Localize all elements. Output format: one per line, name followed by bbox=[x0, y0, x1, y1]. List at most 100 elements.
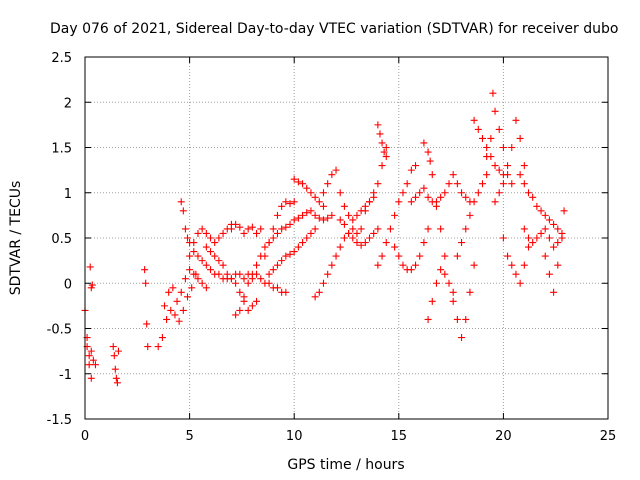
data-point bbox=[445, 180, 453, 188]
data-point bbox=[319, 202, 327, 210]
data-point bbox=[319, 189, 327, 197]
data-point bbox=[286, 200, 294, 208]
data-point bbox=[437, 193, 445, 201]
data-point bbox=[462, 225, 470, 233]
data-point bbox=[489, 89, 497, 97]
data-point bbox=[110, 352, 118, 360]
data-point bbox=[307, 189, 315, 197]
data-point bbox=[269, 225, 277, 233]
data-point bbox=[499, 144, 507, 151]
data-point bbox=[357, 241, 365, 249]
series-sat-j bbox=[202, 243, 261, 314]
data-point bbox=[458, 239, 466, 247]
data-point bbox=[499, 234, 507, 242]
data-point bbox=[537, 229, 545, 237]
data-point bbox=[349, 216, 357, 224]
data-point bbox=[495, 166, 503, 174]
data-point bbox=[378, 252, 386, 260]
data-point bbox=[441, 252, 449, 260]
data-point bbox=[399, 261, 407, 269]
data-point bbox=[232, 311, 240, 319]
data-point bbox=[416, 252, 424, 260]
data-point bbox=[453, 252, 461, 260]
data-point bbox=[508, 180, 516, 188]
data-point bbox=[391, 243, 399, 251]
x-tick-label: 15 bbox=[391, 429, 408, 444]
data-point bbox=[265, 239, 273, 247]
series-sat-k bbox=[227, 220, 265, 237]
series-sat-ae bbox=[483, 89, 516, 188]
data-point bbox=[345, 211, 353, 219]
data-point bbox=[236, 270, 244, 278]
data-point bbox=[437, 225, 445, 233]
data-point bbox=[537, 207, 545, 215]
data-point bbox=[487, 134, 495, 142]
data-point bbox=[424, 225, 432, 233]
data-point bbox=[248, 223, 256, 231]
data-point bbox=[290, 198, 298, 206]
data-point bbox=[478, 134, 486, 142]
data-point bbox=[533, 234, 541, 242]
y-tick-labels: -1.5 -1 -0.5 0 0.5 1 1.5 2 2.5 bbox=[47, 51, 72, 428]
data-point bbox=[412, 162, 420, 170]
series-sat-d bbox=[109, 343, 122, 387]
data-point bbox=[520, 261, 528, 269]
data-point bbox=[386, 225, 394, 233]
data-point bbox=[395, 252, 403, 260]
data-point bbox=[177, 288, 185, 296]
data-point bbox=[171, 311, 179, 319]
data-point bbox=[520, 180, 528, 188]
data-point bbox=[336, 216, 344, 224]
data-point bbox=[190, 270, 198, 278]
data-point bbox=[407, 198, 415, 206]
data-point bbox=[483, 171, 491, 179]
data-point bbox=[332, 166, 340, 174]
data-point bbox=[376, 130, 384, 138]
data-point bbox=[282, 198, 290, 206]
data-point bbox=[190, 239, 198, 247]
data-point bbox=[215, 257, 223, 265]
data-point bbox=[278, 202, 286, 210]
series-sat-af bbox=[491, 116, 528, 206]
data-point bbox=[294, 214, 302, 222]
data-point bbox=[340, 202, 348, 210]
data-point bbox=[273, 261, 281, 269]
data-point bbox=[179, 207, 187, 215]
data-point bbox=[236, 288, 244, 296]
series-sat-l bbox=[232, 270, 290, 319]
data-point bbox=[541, 211, 549, 219]
data-point bbox=[366, 234, 374, 242]
data-point bbox=[324, 180, 332, 188]
data-point bbox=[458, 334, 466, 342]
data-point bbox=[449, 171, 457, 179]
data-point bbox=[269, 266, 277, 274]
data-point bbox=[186, 252, 194, 260]
data-point bbox=[516, 279, 524, 287]
data-point bbox=[520, 162, 528, 170]
data-point bbox=[328, 261, 336, 269]
data-point bbox=[194, 229, 202, 237]
x-tick-label: 25 bbox=[600, 429, 617, 444]
data-point bbox=[232, 220, 240, 228]
data-point bbox=[491, 162, 499, 170]
data-point bbox=[445, 279, 453, 287]
series-sat-ag bbox=[499, 234, 533, 287]
data-point bbox=[244, 306, 252, 314]
data-point bbox=[412, 261, 420, 269]
series-sat-ai bbox=[520, 225, 566, 251]
data-point bbox=[154, 343, 162, 351]
data-point bbox=[504, 162, 512, 170]
data-point bbox=[420, 139, 428, 147]
series-sat-v bbox=[374, 162, 420, 269]
data-point bbox=[211, 252, 219, 260]
data-point bbox=[169, 284, 177, 292]
data-point bbox=[85, 361, 93, 369]
y-tick-label: 0 bbox=[64, 277, 72, 292]
data-point bbox=[311, 211, 319, 219]
data-point bbox=[294, 243, 302, 251]
series-sat-f bbox=[154, 270, 200, 351]
data-point bbox=[512, 116, 520, 124]
data-point bbox=[198, 225, 206, 233]
data-point bbox=[240, 275, 248, 283]
chart-title: Day 076 of 2021, Sidereal Day-to-day VTE… bbox=[50, 21, 618, 37]
